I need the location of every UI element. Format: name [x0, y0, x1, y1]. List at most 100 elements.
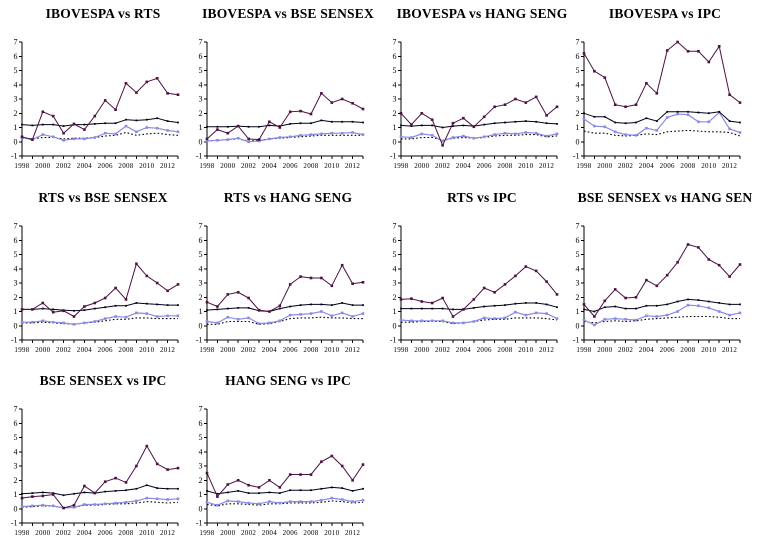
- y-tick-label: 2: [393, 293, 397, 302]
- series-marker: [83, 309, 86, 311]
- chart-cell: BSE SENSEX vs IPC -1 0 1 2 3 4 5 6 7 1998 2000 2002 2…: [10, 371, 196, 551]
- series-marker: [330, 101, 334, 104]
- y-tick-label: 6: [14, 419, 18, 428]
- x-tick-label: 2000: [597, 162, 612, 170]
- series-marker: [247, 492, 250, 494]
- series-marker: [582, 303, 586, 306]
- series-marker: [166, 468, 169, 471]
- chart-title: IBOVESPA vs HANG SENG: [396, 6, 568, 21]
- series-marker: [114, 476, 117, 480]
- chart-plot: -1 0 1 2 3 4 5 6 7 1998 2000 2002 2004 2006 2008 2010 20…: [573, 38, 742, 170]
- x-tick-label: 1998: [199, 162, 214, 170]
- series-marker: [93, 136, 97, 139]
- y-tick-label: 3: [576, 95, 580, 104]
- series-marker: [472, 136, 476, 140]
- series-marker: [278, 136, 282, 139]
- y-tick-label: 7: [576, 38, 580, 47]
- series-marker: [452, 308, 454, 311]
- series-marker: [236, 500, 240, 503]
- series-marker: [697, 50, 700, 53]
- series-marker: [340, 131, 344, 135]
- series-marker: [697, 299, 700, 301]
- x-tick-label: 2008: [303, 162, 318, 170]
- series-marker: [288, 135, 292, 139]
- series-marker: [472, 307, 475, 309]
- series-marker: [278, 307, 281, 310]
- series-marker: [341, 120, 344, 123]
- series-marker: [676, 110, 679, 113]
- series-marker: [72, 122, 76, 126]
- series-light-blue-line: [21, 125, 179, 141]
- series-marker: [420, 132, 424, 136]
- series-marker: [135, 91, 138, 94]
- series-marker: [687, 110, 689, 113]
- series-marker: [707, 112, 710, 115]
- y-tick-label: 4: [14, 264, 18, 273]
- series-marker: [556, 123, 558, 125]
- series-marker: [534, 311, 538, 315]
- chart-cell: RTS vs BSE SENSEX -1 0 1 2 3 4 5 6 7 1998 2000 2002 2…: [10, 188, 196, 368]
- y-tick-label: 1: [393, 307, 397, 316]
- series-marker: [216, 492, 219, 495]
- x-tick-label: 2010: [518, 346, 533, 354]
- series-marker: [31, 492, 34, 494]
- series-marker: [482, 115, 486, 119]
- series-marker: [330, 304, 333, 306]
- y-tick-label: 5: [199, 433, 203, 442]
- x-tick-label: 2004: [639, 162, 654, 170]
- series-marker: [257, 139, 261, 143]
- series-marker: [686, 243, 690, 246]
- series-marker: [104, 122, 107, 125]
- series-marker: [216, 305, 219, 308]
- series-marker: [278, 486, 282, 489]
- series-marker: [93, 114, 97, 118]
- y-tick-label: 4: [14, 80, 18, 89]
- series-marker: [226, 131, 230, 135]
- series-marker: [20, 320, 24, 324]
- chart-title: RTS vs BSE SENSEX: [38, 190, 168, 205]
- y-tick-label: 7: [14, 38, 18, 47]
- series-marker: [340, 97, 344, 101]
- series-marker: [257, 502, 261, 506]
- series-marker: [341, 302, 344, 304]
- chart-title: RTS vs IPC: [447, 190, 517, 205]
- x-tick-label: 2012: [539, 162, 554, 170]
- series-marker: [320, 460, 323, 463]
- y-tick-label: 0: [199, 321, 203, 330]
- y-tick-label: 7: [199, 405, 203, 414]
- x-tick-label: 2002: [618, 162, 633, 170]
- series-marker: [545, 114, 548, 117]
- series-marker: [624, 296, 627, 300]
- series-marker: [603, 115, 606, 118]
- y-tick-label: 0: [199, 137, 203, 146]
- series-marker: [613, 130, 617, 134]
- series-black-line: [400, 120, 558, 129]
- series-marker: [135, 464, 138, 468]
- x-tick-label: 2008: [497, 162, 512, 170]
- x-tick-label: 2002: [241, 162, 256, 170]
- series-marker: [613, 103, 617, 106]
- series-marker: [299, 134, 302, 137]
- series-marker: [103, 296, 107, 300]
- series-black-line: [206, 486, 364, 495]
- series-marker: [728, 127, 731, 131]
- series-marker: [583, 308, 585, 311]
- y-tick-label: 7: [393, 222, 397, 231]
- series-marker: [176, 283, 180, 286]
- series-marker: [247, 307, 250, 309]
- series-marker: [399, 298, 403, 301]
- series-marker: [299, 489, 302, 492]
- x-tick-label: 2006: [477, 346, 492, 354]
- series-marker: [451, 321, 455, 325]
- series-marker: [155, 281, 159, 285]
- series-marker: [62, 131, 65, 135]
- y-tick-label: 1: [576, 307, 580, 316]
- series-dark-maroon-line: [400, 96, 558, 147]
- series-marker: [514, 120, 517, 123]
- series-marker: [645, 314, 648, 318]
- series-marker: [52, 492, 55, 494]
- series-marker: [257, 138, 261, 141]
- series-marker: [62, 321, 65, 325]
- series-marker: [145, 126, 149, 129]
- x-tick-label: 2010: [518, 162, 533, 170]
